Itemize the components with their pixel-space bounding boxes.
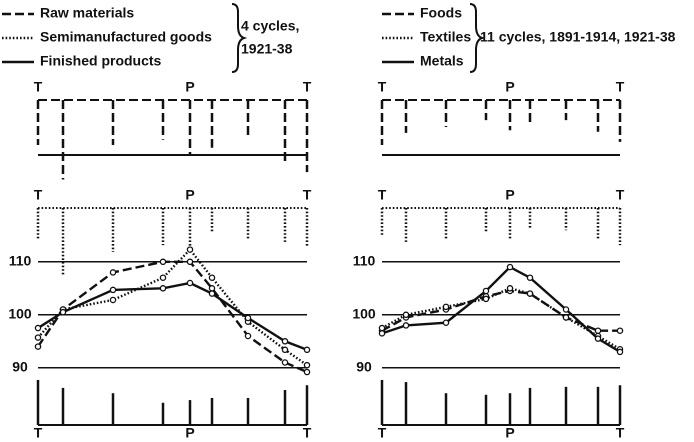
legend-label: Metals (420, 53, 464, 69)
point (109, 269, 117, 276)
point (442, 319, 450, 326)
x-tick-label: P (505, 79, 514, 95)
x-tick-label: T (303, 187, 312, 203)
point (109, 296, 117, 304)
note: 11 cycles, 1891-1914, 1921-38 (480, 29, 676, 45)
point (34, 324, 42, 332)
y-tick-label: 90 (12, 359, 28, 375)
y-tick-label: 110 (9, 253, 32, 269)
point (244, 332, 252, 340)
point (616, 348, 624, 356)
x-tick-label: P (505, 187, 514, 203)
point (442, 303, 450, 311)
series-line (37, 281, 308, 351)
point (482, 295, 490, 303)
point (186, 258, 194, 266)
point (303, 346, 311, 354)
point (208, 290, 216, 297)
x-tick-label: T (34, 187, 43, 203)
point (526, 274, 534, 281)
point (34, 343, 42, 350)
point (208, 274, 216, 281)
series-line (37, 247, 308, 367)
point (303, 368, 311, 376)
x-tick-label: T (303, 79, 312, 95)
legend-label: Semimanufactured goods (40, 29, 212, 45)
y-tick-label: 100 (352, 306, 376, 322)
point (562, 306, 570, 313)
series-line (381, 265, 621, 353)
x-tick-label: T (616, 187, 625, 203)
x-tick-label: T (34, 425, 43, 441)
x-tick-label: P (185, 425, 194, 441)
point (526, 290, 534, 297)
point (506, 263, 514, 271)
point (159, 285, 167, 292)
y-tick-label: 110 (353, 253, 376, 269)
point (616, 327, 624, 334)
legend-label: Textiles (420, 29, 471, 45)
legend-label: Foods (420, 5, 462, 21)
point (244, 314, 252, 322)
point (402, 322, 410, 329)
x-tick-label: T (378, 187, 387, 203)
x-tick-label: P (185, 79, 194, 95)
point (281, 359, 289, 366)
brace (231, 3, 248, 73)
point (186, 246, 194, 253)
point (594, 335, 602, 342)
series-line (381, 287, 621, 351)
brace (469, 3, 486, 73)
note: 1921-38 (241, 41, 293, 57)
point (303, 361, 311, 369)
x-tick-label: T (34, 79, 43, 95)
x-tick-label: T (616, 425, 625, 441)
point (594, 327, 602, 334)
point (59, 308, 67, 316)
x-tick-label: T (303, 425, 312, 441)
y-tick-label: 90 (356, 359, 372, 375)
point (186, 279, 194, 287)
point (34, 334, 42, 341)
series-line (37, 260, 308, 374)
y-tick-label: 100 (8, 306, 32, 322)
x-tick-label: T (378, 425, 387, 441)
point (378, 330, 386, 337)
point (482, 287, 490, 295)
point (562, 314, 570, 321)
point (281, 346, 289, 354)
point (159, 258, 167, 266)
point (281, 338, 289, 345)
legend-label: Raw materials (40, 5, 134, 21)
point (159, 274, 167, 281)
point (208, 285, 216, 292)
x-tick-label: T (616, 79, 625, 95)
point (378, 324, 386, 332)
note: 4 cycles, (241, 18, 299, 34)
x-tick-label: P (185, 187, 194, 203)
legend-label: Finished products (40, 53, 162, 69)
point (402, 311, 410, 319)
x-tick-label: T (378, 79, 387, 95)
point (506, 285, 514, 292)
x-tick-label: P (505, 425, 514, 441)
point (109, 286, 117, 294)
